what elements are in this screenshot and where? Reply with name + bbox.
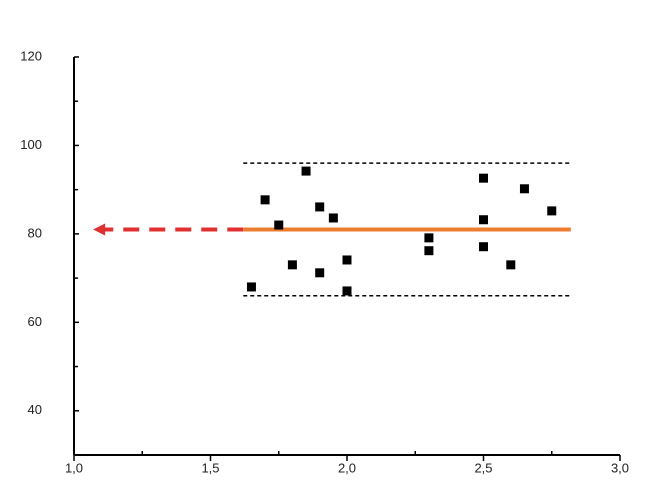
point xyxy=(315,202,325,212)
y-tick-label: 40 xyxy=(28,402,42,417)
x-tick-label: 3,0 xyxy=(611,460,629,475)
y-tick-label: 80 xyxy=(28,225,42,240)
point xyxy=(424,233,434,243)
point xyxy=(328,213,338,223)
point xyxy=(424,246,434,256)
arrow-head xyxy=(93,223,106,236)
x-tick-label: 1,0 xyxy=(65,460,83,475)
x-tick-label: 2,0 xyxy=(338,460,356,475)
point xyxy=(287,260,297,270)
y-tick-label: 120 xyxy=(20,48,42,63)
point xyxy=(274,220,284,230)
x-tick-label: 1,5 xyxy=(201,460,219,475)
x-tick-label: 2,5 xyxy=(474,460,492,475)
point xyxy=(506,260,516,270)
point xyxy=(342,255,352,265)
point xyxy=(519,184,529,194)
point xyxy=(479,215,488,225)
point xyxy=(479,242,488,252)
y-tick-label: 60 xyxy=(28,314,42,329)
point xyxy=(315,268,325,278)
y-tick-label: 100 xyxy=(20,137,42,152)
point xyxy=(301,166,311,176)
point xyxy=(260,195,270,205)
point xyxy=(246,282,256,292)
point xyxy=(342,286,352,296)
point xyxy=(547,206,557,216)
point xyxy=(479,173,488,183)
